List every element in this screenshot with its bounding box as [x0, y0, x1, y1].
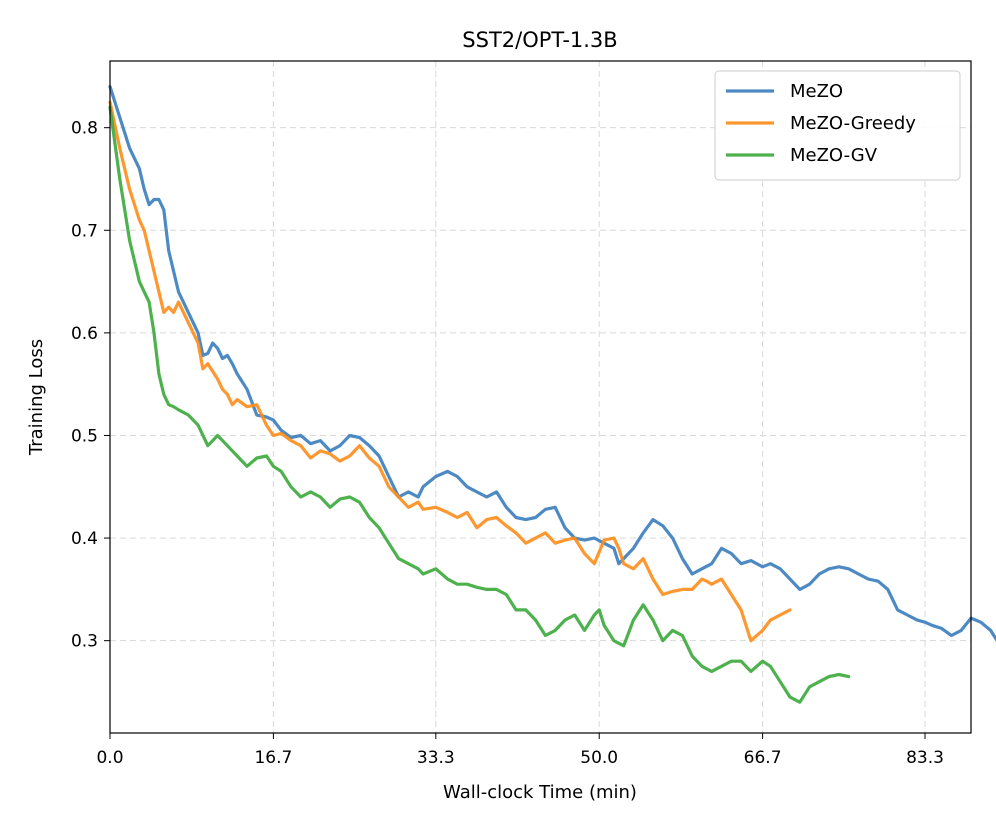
- legend: MeZO MeZO-Greedy MeZO-GV: [714, 70, 961, 181]
- series-line-mezo-gv: [108, 105, 851, 704]
- x-tick-label: 66.7: [744, 748, 782, 768]
- legend-label-mezo-gv: MeZO-GV: [790, 145, 878, 166]
- chart-title: SST2/OPT-1.3B: [462, 28, 617, 52]
- y-tick-label: 0.3: [71, 632, 98, 652]
- y-tick-label: 0.6: [71, 324, 98, 344]
- x-tick-label: 33.3: [417, 748, 455, 768]
- x-tick-label: 83.3: [906, 748, 944, 768]
- y-axis-label: Training Loss: [26, 339, 47, 456]
- x-tick-label: 50.0: [580, 748, 618, 768]
- series-lines: [108, 84, 996, 704]
- y-tick-label: 0.4: [71, 529, 98, 549]
- series-line-mezo-greedy: [108, 100, 792, 643]
- x-tick-label: 16.7: [254, 748, 292, 768]
- legend-label-mezo-greedy: MeZO-Greedy: [790, 113, 916, 134]
- x-axis-label: Wall-clock Time (min): [443, 782, 637, 803]
- x-axis-ticks: 0.0 16.7 33.3 50.0 66.7 83.3: [96, 733, 944, 768]
- legend-box: [714, 70, 961, 181]
- legend-label-mezo: MeZO: [790, 81, 843, 102]
- y-tick-label: 0.7: [71, 221, 98, 241]
- y-tick-label: 0.8: [71, 119, 98, 139]
- grid-lines: [109, 61, 971, 733]
- plot-frame: [109, 60, 972, 734]
- x-tick-label: 0.0: [96, 748, 123, 768]
- y-tick-label: 0.5: [71, 426, 98, 446]
- series-line-mezo: [108, 84, 996, 642]
- y-axis-ticks: 0.3 0.4 0.5 0.6 0.7 0.8: [71, 119, 110, 652]
